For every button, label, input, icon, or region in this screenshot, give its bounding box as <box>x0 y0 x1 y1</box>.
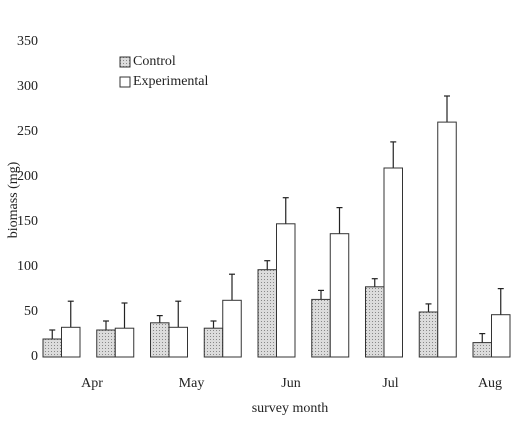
y-tick-label: 50 <box>24 304 38 319</box>
bar <box>61 326 81 358</box>
bar <box>96 329 116 358</box>
bar <box>203 327 224 358</box>
bar <box>168 326 188 358</box>
y-tick-label: 350 <box>17 34 38 49</box>
y-tick-label: 0 <box>31 349 38 364</box>
bar <box>383 167 403 358</box>
x-tick-label: Jul <box>382 376 398 391</box>
y-tick-label: 200 <box>17 169 38 184</box>
y-tick-label: 100 <box>17 259 38 274</box>
x-tick-label: Jun <box>281 376 300 391</box>
bar <box>311 298 331 358</box>
x-tick-label: Aug <box>478 376 502 391</box>
bar <box>329 233 350 358</box>
bar <box>222 299 242 358</box>
y-tick-label: 250 <box>17 124 38 139</box>
bar <box>491 314 511 358</box>
bar <box>114 327 135 358</box>
y-axis-label: biomass (mg) <box>6 161 21 238</box>
bar <box>42 338 62 358</box>
bar <box>472 342 492 358</box>
legend-swatch <box>119 76 131 88</box>
x-tick-label: Apr <box>81 376 103 391</box>
bar <box>150 322 170 358</box>
bar <box>437 121 457 358</box>
y-tick-label: 300 <box>17 79 38 94</box>
legend-label: Control <box>133 54 176 69</box>
x-axis-label: survey month <box>252 401 329 416</box>
y-tick-label: 150 <box>17 214 38 229</box>
bar <box>418 311 439 358</box>
bar <box>257 269 277 358</box>
bar <box>276 223 296 358</box>
legend-swatch <box>119 56 131 68</box>
x-tick-label: May <box>179 376 205 391</box>
legend-label: Experimental <box>133 74 209 89</box>
bar <box>365 286 385 358</box>
